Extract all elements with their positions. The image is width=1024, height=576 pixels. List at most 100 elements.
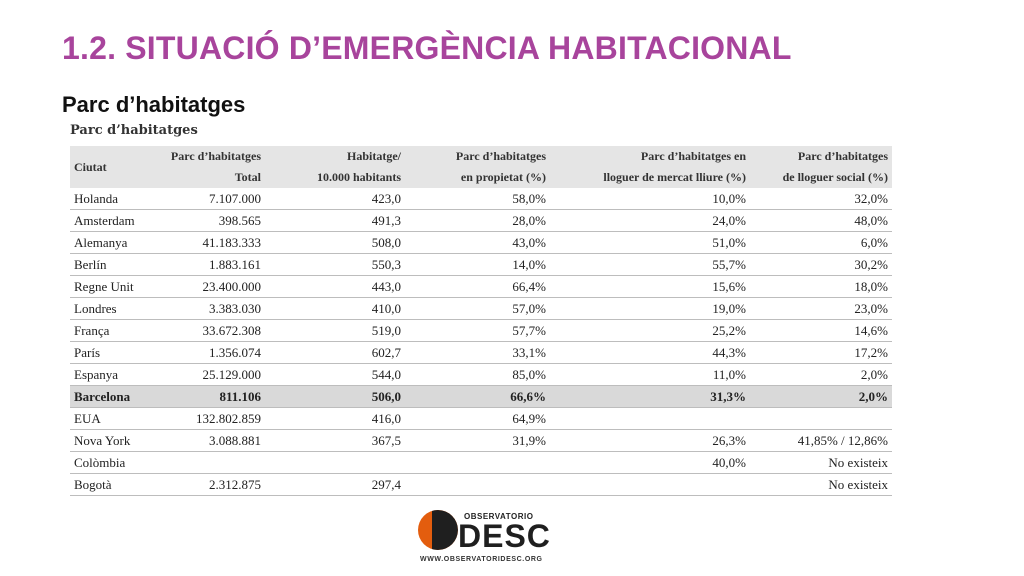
table-cell: 55,7%	[550, 253, 750, 276]
table-row: París 1.356.074 602,7 33,1% 44,3% 17,2%	[70, 341, 892, 364]
table-cell: 2,0%	[750, 363, 892, 386]
table-cell-city: París	[70, 341, 150, 364]
table-body: Holanda 7.107.000 423,0 58,0% 10,0% 32,0% Amst…	[70, 188, 892, 496]
table-row: França 33.672.308 519,0 57,7% 25,2% 14,6%	[70, 319, 892, 342]
table-cell: 33.672.308	[150, 319, 265, 342]
table-cell: 3.383.030	[150, 297, 265, 320]
table-cell: 132.802.859	[150, 407, 265, 430]
table-cell: 14,0%	[405, 253, 550, 276]
table-cell: 44,3%	[550, 341, 750, 364]
table-cell: 51,0%	[550, 231, 750, 254]
table-row: EUA 132.802.859 416,0 64,9%	[70, 407, 892, 430]
table-cell	[405, 473, 550, 496]
table-cell: 3.088.881	[150, 429, 265, 452]
table-cell: 24,0%	[550, 209, 750, 232]
table-cell-city: Colòmbia	[70, 451, 150, 474]
table-cell: 15,6%	[550, 275, 750, 298]
table-cell-city: Amsterdam	[70, 209, 150, 232]
table-cell: 28,0%	[405, 209, 550, 232]
table-cell: 7.107.000	[150, 188, 265, 210]
table-cell: 297,4	[265, 473, 405, 496]
table-cell: 1.356.074	[150, 341, 265, 364]
table-cell: 811.106	[150, 385, 265, 408]
table-cell-city: Nova York	[70, 429, 150, 452]
table-caption: Parc d’habitatges	[70, 123, 198, 138]
table-row: Berlín 1.883.161 550,3 14,0% 55,7% 30,2%	[70, 253, 892, 276]
table-cell-city: França	[70, 319, 150, 342]
header-ciutat: Ciutat	[70, 146, 150, 188]
table-cell: 30,2%	[750, 253, 892, 276]
table-row: Alemanya 41.183.333 508,0 43,0% 51,0% 6,0%	[70, 231, 892, 254]
table-row: Holanda 7.107.000 423,0 58,0% 10,0% 32,0%	[70, 188, 892, 210]
header-market-rent: Parc d’habitatges en lloguer de mercat ll…	[550, 146, 750, 188]
table-cell: 25,2%	[550, 319, 750, 342]
table-cell-city: Berlín	[70, 253, 150, 276]
observatori-desc-logo: OBSERVATORIO DESC WWW.OBSERVATORIDESC.OR…	[418, 508, 550, 568]
header-per-10000: Habitatge/10.000 habitants	[265, 146, 405, 188]
header-total: Parc d’habitatges Total	[150, 146, 265, 188]
table-cell-city: EUA	[70, 407, 150, 430]
table-cell: 23,0%	[750, 297, 892, 320]
table-cell: 66,4%	[405, 275, 550, 298]
table-cell: 48,0%	[750, 209, 892, 232]
table-cell: 491,3	[265, 209, 405, 232]
table-cell: No existeix	[750, 473, 892, 496]
table-cell: 32,0%	[750, 188, 892, 210]
table-cell: 410,0	[265, 297, 405, 320]
table-cell: 519,0	[265, 319, 405, 342]
slide-title: 1.2. SITUACIÓ D’EMERGÈNCIA HABITACIONAL	[62, 30, 792, 66]
table-cell: 18,0%	[750, 275, 892, 298]
table-cell: 25.129.000	[150, 363, 265, 386]
table-row: Regne Unit 23.400.000 443,0 66,4% 15,6% 18,0%	[70, 275, 892, 298]
table-cell: 544,0	[265, 363, 405, 386]
table-cell	[265, 451, 405, 474]
table-cell: 31,9%	[405, 429, 550, 452]
housing-stock-table: Ciutat Parc d’habitatges Total Habitatge/…	[70, 146, 892, 496]
table-cell	[405, 451, 550, 474]
logo-url: WWW.OBSERVATORIDESC.ORG	[420, 556, 543, 563]
table-cell: 23.400.000	[150, 275, 265, 298]
table-cell: 398.565	[150, 209, 265, 232]
table-cell: 31,3%	[550, 385, 750, 408]
table-cell: 1.883.161	[150, 253, 265, 276]
table-cell-city: Holanda	[70, 188, 150, 210]
table-cell: 6,0%	[750, 231, 892, 254]
table-cell	[150, 451, 265, 474]
table-cell: 17,2%	[750, 341, 892, 364]
table-row: Amsterdam 398.565 491,3 28,0% 24,0% 48,0%	[70, 209, 892, 232]
table-cell: 10,0%	[550, 188, 750, 210]
logo-mark-icon	[418, 510, 458, 550]
table-row: Nova York 3.088.881 367,5 31,9% 26,3% 41,85% …	[70, 429, 892, 452]
table-cell: 508,0	[265, 231, 405, 254]
table-cell: 2,0%	[750, 385, 892, 408]
table-cell-city: Espanya	[70, 363, 150, 386]
table-cell: 367,5	[265, 429, 405, 452]
logo-top-text: OBSERVATORIO	[464, 512, 534, 521]
table-cell	[750, 407, 892, 430]
table-cell: No existeix	[750, 451, 892, 474]
table-cell: 57,7%	[405, 319, 550, 342]
table-cell	[550, 407, 750, 430]
table-cell: 506,0	[265, 385, 405, 408]
slide-subtitle: Parc d’habitatges	[62, 92, 246, 117]
table-cell: 85,0%	[405, 363, 550, 386]
table-cell: 43,0%	[405, 231, 550, 254]
table-cell: 41,85% / 12,86%	[750, 429, 892, 452]
table-cell: 416,0	[265, 407, 405, 430]
table-row: Barcelona 811.106 506,0 66,6% 31,3% 2,0%	[70, 385, 892, 408]
table-cell-city: Barcelona	[70, 385, 150, 408]
table-cell: 19,0%	[550, 297, 750, 320]
table-cell: 57,0%	[405, 297, 550, 320]
table-row: Colòmbia 40,0% No existeix	[70, 451, 892, 474]
table-cell: 66,6%	[405, 385, 550, 408]
header-ownership: Parc d’habitatges en propietat (%)	[405, 146, 550, 188]
table-row: Espanya 25.129.000 544,0 85,0% 11,0% 2,0%	[70, 363, 892, 386]
table-cell: 423,0	[265, 188, 405, 210]
table-cell: 550,3	[265, 253, 405, 276]
table-cell: 2.312.875	[150, 473, 265, 496]
table-cell: 26,3%	[550, 429, 750, 452]
table-cell: 64,9%	[405, 407, 550, 430]
table-cell: 602,7	[265, 341, 405, 364]
table-cell: 14,6%	[750, 319, 892, 342]
table-header-row: Ciutat Parc d’habitatges Total Habitatge/…	[70, 146, 892, 188]
